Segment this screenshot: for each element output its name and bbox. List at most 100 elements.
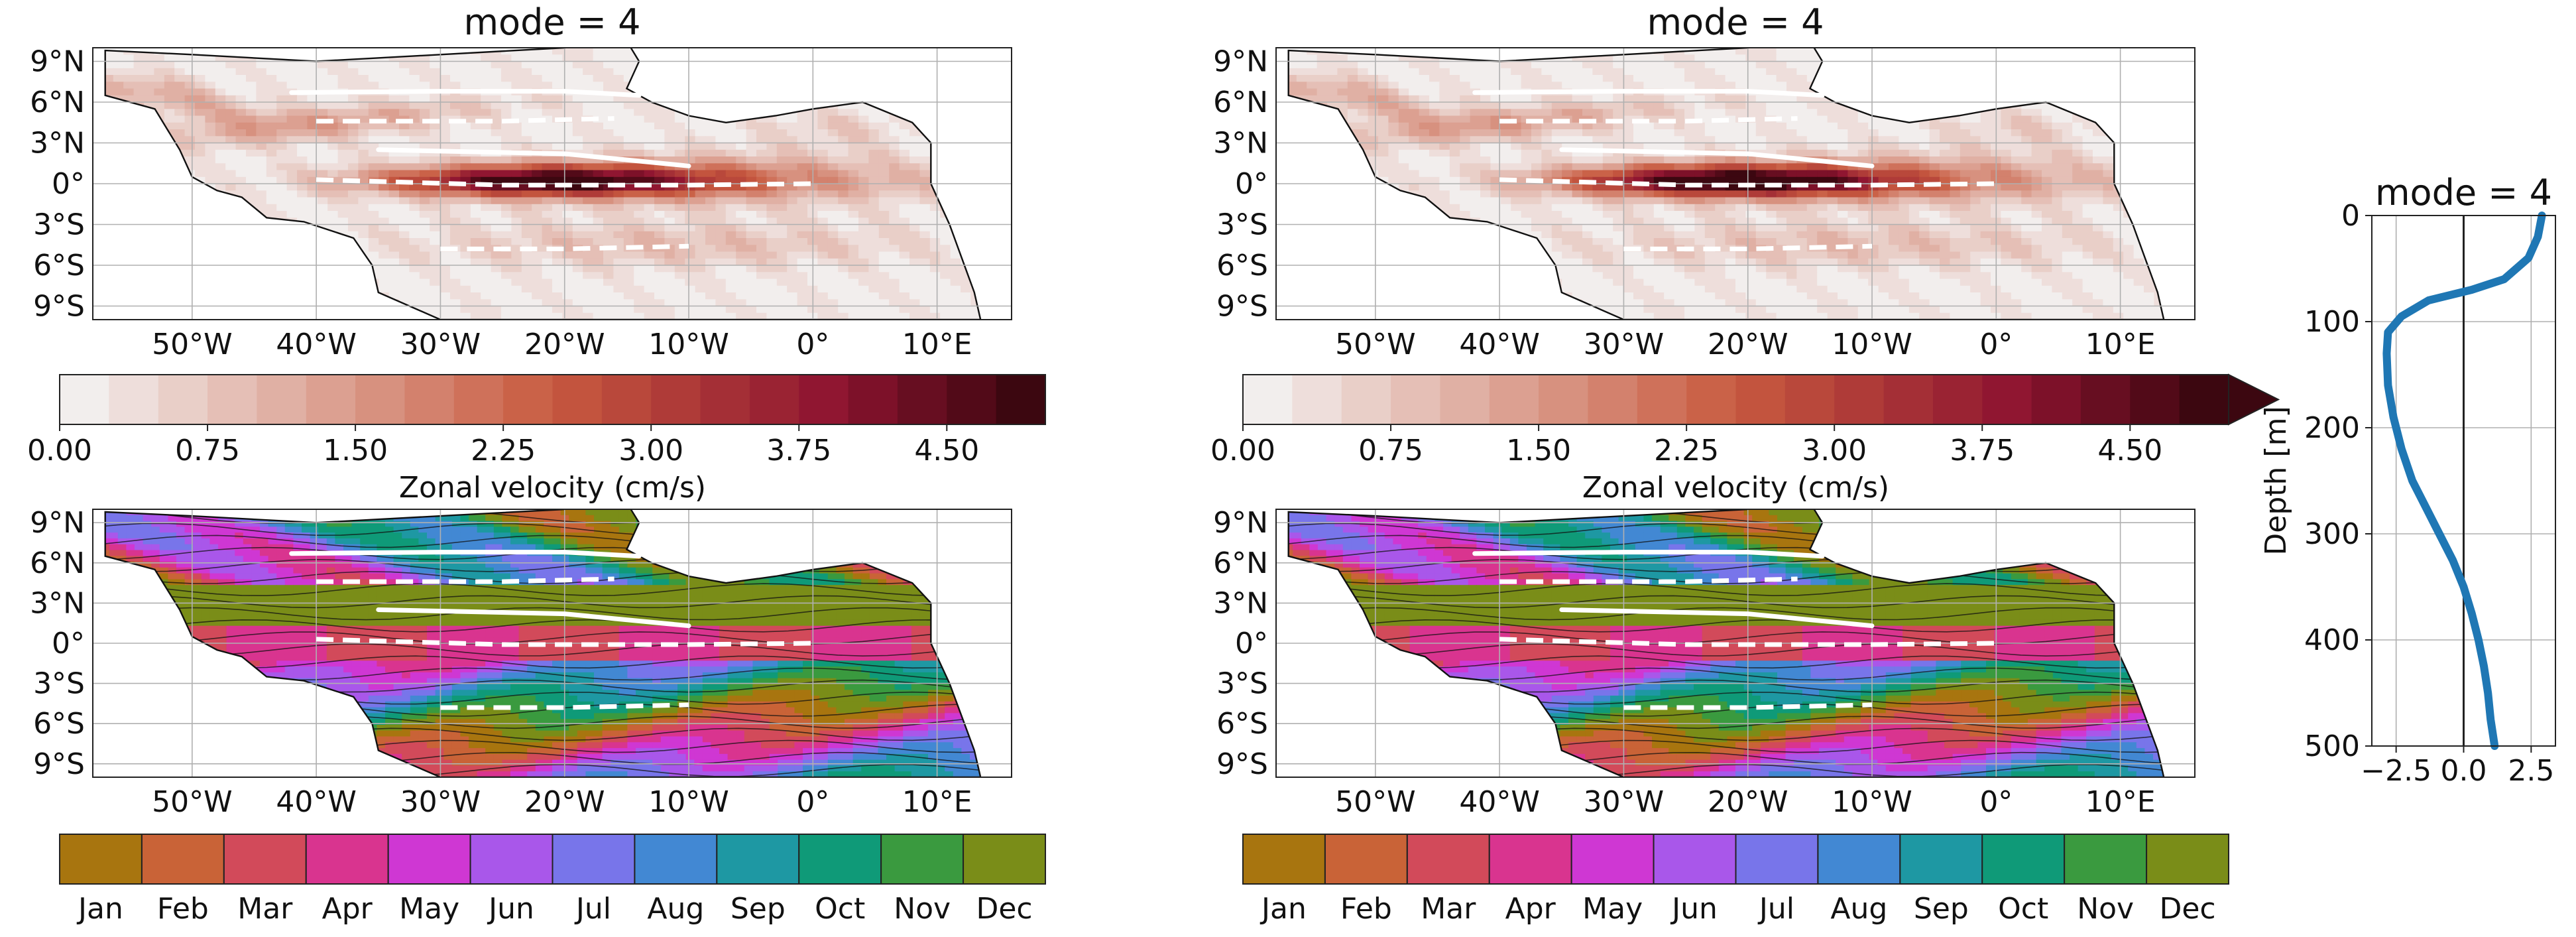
field-cell [225, 292, 237, 300]
field-cell [266, 272, 277, 280]
field-cell [379, 170, 390, 178]
field-cell [388, 231, 400, 239]
field-cell [1358, 88, 1369, 96]
field-cell [1296, 82, 1307, 90]
field-cell [195, 292, 206, 300]
field-cell [858, 102, 870, 110]
field-cell [1511, 95, 1522, 103]
field-cell [919, 306, 931, 314]
field-cell [2103, 109, 2114, 117]
field-cell [1735, 61, 1747, 69]
field-cell [521, 176, 532, 184]
field-cell [105, 204, 114, 212]
field-cell [174, 143, 186, 151]
field-cell [174, 163, 186, 171]
field-cell [1940, 88, 1951, 96]
field-cell [154, 129, 165, 137]
field-cell [450, 265, 461, 273]
field-cell [787, 197, 798, 205]
field-cell [583, 292, 594, 300]
field-cell [970, 48, 981, 56]
field-cell [1480, 122, 1492, 130]
field-cell [358, 68, 369, 76]
field-cell [399, 245, 410, 253]
field-cell [858, 75, 870, 83]
field-cell [1970, 143, 1981, 151]
field-cell [1633, 82, 1645, 90]
field-cell [1358, 143, 1369, 151]
field-cell [439, 176, 451, 184]
field-cell [1960, 82, 1971, 90]
field-cell [235, 197, 247, 205]
field-cell [225, 306, 237, 314]
field-cell [460, 197, 471, 205]
field-cell [1643, 82, 1655, 90]
field-cell [286, 75, 298, 83]
field-cell [1409, 122, 1420, 130]
field-cell [889, 156, 900, 164]
field-cell [337, 48, 349, 56]
field-cell [2154, 68, 2164, 76]
field-cell [266, 122, 277, 130]
field-cell [654, 197, 666, 205]
field-cell [481, 163, 492, 171]
field-cell [521, 224, 532, 232]
field-cell [572, 184, 583, 192]
field-cell [1288, 68, 1297, 76]
field-cell [133, 170, 145, 178]
field-cell [1398, 61, 1409, 69]
field-cell [868, 285, 880, 293]
field-cell [113, 197, 124, 205]
field-cell [787, 279, 798, 286]
field-cell [460, 61, 471, 69]
field-cell [93, 89, 103, 96]
field-cell [583, 258, 594, 266]
field-cell [1592, 61, 1604, 69]
field-cell [766, 170, 778, 178]
field-cell [981, 150, 992, 157]
field-cell [276, 306, 288, 314]
field-cell [205, 279, 216, 286]
field-cell [419, 245, 430, 253]
field-cell [501, 272, 512, 280]
field-cell [929, 61, 941, 69]
field-cell [899, 204, 910, 212]
field-cell [419, 156, 430, 164]
field-cell [1827, 109, 1838, 117]
field-cell [388, 258, 400, 266]
field-cell [940, 122, 951, 130]
field-cell [848, 109, 859, 117]
field-cell [603, 279, 615, 286]
field-cell [215, 48, 226, 56]
field-cell [123, 156, 135, 164]
field-cell [430, 136, 441, 144]
field-cell [664, 299, 675, 307]
field-cell [286, 102, 298, 110]
field-cell [491, 68, 502, 76]
field-cell [2113, 75, 2124, 83]
field-cell [1950, 115, 1961, 123]
field-cell [1388, 82, 1399, 90]
field-cell [1388, 88, 1399, 96]
field-cell [1623, 109, 1634, 117]
field-cell [460, 129, 471, 137]
field-cell [1388, 68, 1399, 76]
field-cell [337, 306, 349, 314]
field-cell [2133, 109, 2144, 117]
field-cell [552, 292, 563, 300]
field-cell [2164, 68, 2175, 76]
field-cell [593, 95, 604, 103]
lat-tick-label: 6°S [33, 249, 85, 282]
field-cell [685, 285, 696, 293]
field-cell [1551, 109, 1562, 117]
field-cell [919, 143, 931, 151]
field-cell [838, 190, 849, 198]
field-cell [1307, 143, 1318, 151]
field-cell [481, 136, 492, 144]
field-cell [940, 149, 951, 157]
field-cell [379, 82, 390, 90]
field-cell [1796, 61, 1808, 69]
field-cell [430, 258, 441, 266]
field-cell [715, 143, 727, 151]
field-cell [1786, 109, 1798, 117]
